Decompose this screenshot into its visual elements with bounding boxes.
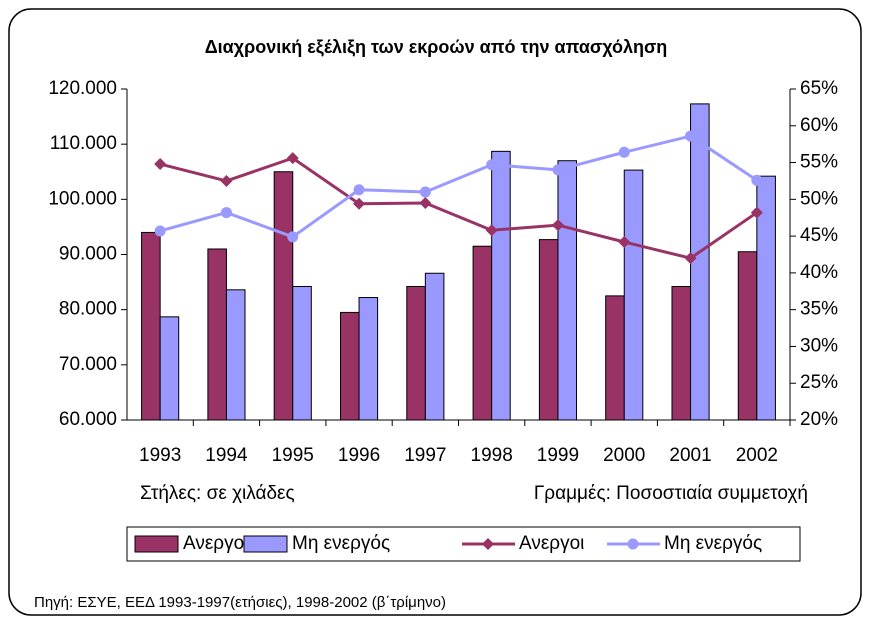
x-tick-label: 1994 [205,445,248,466]
annotation: Γραμμές: Ποσοστιαία συμμετοχή [534,483,808,504]
x-tick-label: 2000 [603,445,645,466]
chart-title: Διαχρονική εξέλιξη των εκροών από την απ… [205,37,668,58]
y2-tick-label: 50% [800,188,838,209]
y2-tick-label: 25% [800,372,838,393]
x-tick-label: 1997 [404,445,446,466]
marker [419,186,431,198]
x-tick-label: 1993 [139,445,181,466]
marker [485,224,498,237]
legend-swatch [482,538,494,550]
y-tick-label: 60.000 [59,409,117,430]
annotation: Στήλες: σε χιλάδες [140,483,295,504]
bar [406,285,426,421]
x-tick-label: 1998 [471,445,513,466]
marker [618,146,630,158]
y-tick-label: 80.000 [59,299,117,320]
x-tick-label: 1995 [272,445,314,466]
marker [286,152,299,165]
bar [358,297,379,421]
y-tick-label: 110.000 [50,133,117,154]
bar [671,285,692,421]
bar [623,169,644,421]
bar [141,231,161,421]
line [159,134,758,239]
marker [751,174,763,186]
legend-label: Μη ενεργός [292,533,390,554]
y2-tick-label: 20% [800,409,838,430]
y-tick-label: 70.000 [59,354,117,375]
marker [685,130,697,142]
legend-label: Μη ενεργός [664,533,762,554]
y2-tick-label: 35% [800,299,838,320]
marker [154,225,166,237]
source-note: Πηγή: ΕΣΥΕ, ΕΕΔ 1993-1997(ετήσιες), 1998… [34,594,446,611]
x-tick-label: 1996 [338,445,380,466]
y-tick-label: 120.000 [48,78,117,99]
bar [737,251,758,421]
marker [353,184,365,196]
bar [690,103,710,421]
x-tick-label: 2001 [669,445,711,466]
bar [472,245,493,421]
y2-tick-label: 40% [800,262,838,283]
marker [486,159,498,171]
marker [750,206,763,219]
marker [154,158,167,171]
marker [684,252,697,265]
bar [538,239,559,421]
bar [424,272,445,421]
bar [207,248,227,421]
bar [491,150,511,421]
marker [220,174,233,187]
x-tick-label: 2002 [736,445,778,466]
bar [557,160,578,421]
bar [273,171,294,421]
bar [292,285,312,421]
marker [287,231,299,243]
y2-tick-label: 30% [800,335,838,356]
marker [419,197,432,210]
bar [605,295,625,421]
y2-tick-label: 65% [800,78,838,99]
marker [220,207,232,219]
bar [339,311,360,421]
legend-label: Ανεργοι [183,533,248,554]
marker [353,197,366,210]
legend-swatch [627,538,639,550]
bar [159,316,180,421]
y-tick-label: 100.000 [48,188,117,209]
legend-swatch [134,535,179,553]
legend-swatch [243,535,288,553]
y2-tick-label: 60% [800,115,838,136]
legend-label: Ανεργοι [519,533,584,554]
y2-tick-label: 55% [800,152,838,173]
x-tick-label: 1999 [537,445,579,466]
marker [618,235,631,248]
y-tick-label: 90.000 [59,244,117,265]
y2-tick-label: 45% [800,225,838,246]
bar [225,289,246,421]
marker [552,164,564,176]
line [159,156,758,260]
marker [551,219,564,232]
